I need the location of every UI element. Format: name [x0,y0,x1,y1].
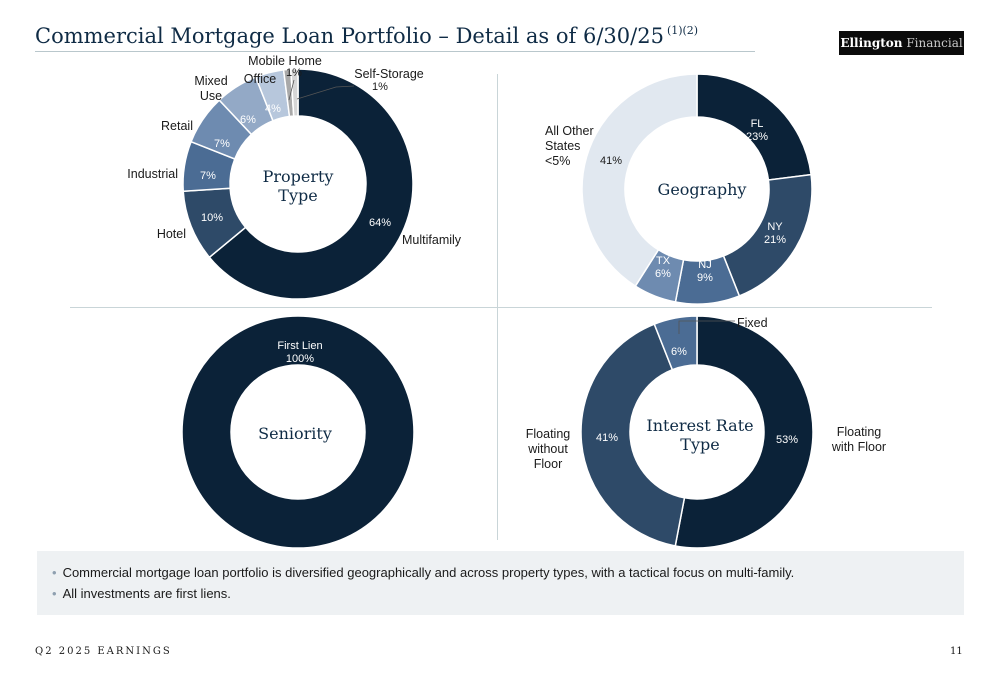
slice-fixed [653,315,698,371]
seniority-center-title: Seniority [258,424,332,443]
category-label-industrial: Industrial [127,167,178,181]
brand-main: Ellington [840,36,903,50]
notes-box: • Commercial mortgage loan portfolio is d… [37,551,964,615]
geography-donut-chart: FL 23% NY 21% NJ 9% TX 6% 41% All Other States <5% G… [545,73,813,305]
category-label-self-storage: Self-Storage [354,67,424,81]
category-label-office: Office [244,72,276,86]
slice-multifamily [208,68,414,300]
value-label-nj: NJ 9% [697,259,713,284]
category-label-all-other-states-5: All Other States <5% [545,124,594,168]
category-label-floating-with-floor: Floating with Floor [831,425,886,454]
title-divider [35,51,755,52]
note-item: • All investments are first liens. [52,583,964,604]
value-label-floating-without-floor: 41% [596,432,618,444]
value-label-fl: FL 23% [746,118,768,143]
geography-center-title: Geography [658,180,747,199]
property-type-center-title: Property Type [263,167,334,205]
value-label-multifamily: 64% [369,217,391,229]
slice-all-other-states-5 [581,73,698,288]
slice-floating-with-floor [674,315,814,549]
bullet-icon: • [52,586,57,601]
value-label-mixed-use: 6% [240,114,256,126]
quadrant-divider-horizontal [70,307,932,308]
slice-first-lien [181,315,415,549]
interest-rate-type-donut-chart: 53% Floating with Floor 41% Floating without F… [526,315,886,549]
property-type-donut-chart: 64% Multifamily 10% Hotel 7% Industrial 7% Reta… [127,54,462,300]
page-title: Commercial Mortgage Loan Portfolio – Det… [35,24,698,48]
value-label-industrial: 7% [200,170,216,182]
value-label-self-storage: 1% [372,81,388,93]
note-text: Commercial mortgage loan portfolio is di… [62,565,795,580]
value-label-floating-with-floor: 53% [776,434,798,446]
category-label-multifamily: Multifamily [402,233,462,247]
leader-line-fixed [678,320,735,334]
value-label-mobile-home: 1% [286,67,302,79]
value-label-retail: 7% [214,138,230,150]
seniority-donut-chart: First Lien 100% Seniority [181,315,415,549]
value-label-hotel: 10% [201,212,223,224]
leader-line-self-storage [296,85,355,100]
value-label-ny: NY 21% [764,221,786,246]
footer-label: Q2 2025 EARNINGS [35,646,172,657]
slice-self-storage [289,68,299,117]
category-label-retail: Retail [161,119,193,133]
ellington-logo: Ellington Financial [839,31,964,55]
note-text: All investments are first liens. [62,586,231,601]
category-label-hotel: Hotel [157,227,186,241]
page-title-text: Commercial Mortgage Loan Portfolio – Det… [35,24,664,48]
bullet-icon: • [52,565,57,580]
footnote-refs: (1)(2) [666,24,699,37]
value-label-tx: TX 6% [655,255,671,280]
brand-sub: Financial [906,36,963,50]
category-label-fixed: Fixed [737,316,768,330]
value-label-first-lien: First Lien 100% [277,340,322,365]
leader-line-mobile-home [288,79,295,101]
note-item: • Commercial mortgage loan portfolio is d… [52,562,964,583]
interest-rate-type-center-title: Interest Rate Type [646,416,753,454]
value-label-fixed: 6% [671,346,687,358]
value-label-office: 4% [265,103,281,115]
category-label-floating-without-floor: Floating without Floor [526,427,571,471]
page-number: 11 [950,646,963,657]
category-label-mobile-home: Mobile Home [248,54,322,68]
value-label-all-other-states-5: 41% [600,155,622,167]
slice-floating-without-floor [580,323,686,547]
category-label-mixed-use: Mixed Use [194,74,227,103]
